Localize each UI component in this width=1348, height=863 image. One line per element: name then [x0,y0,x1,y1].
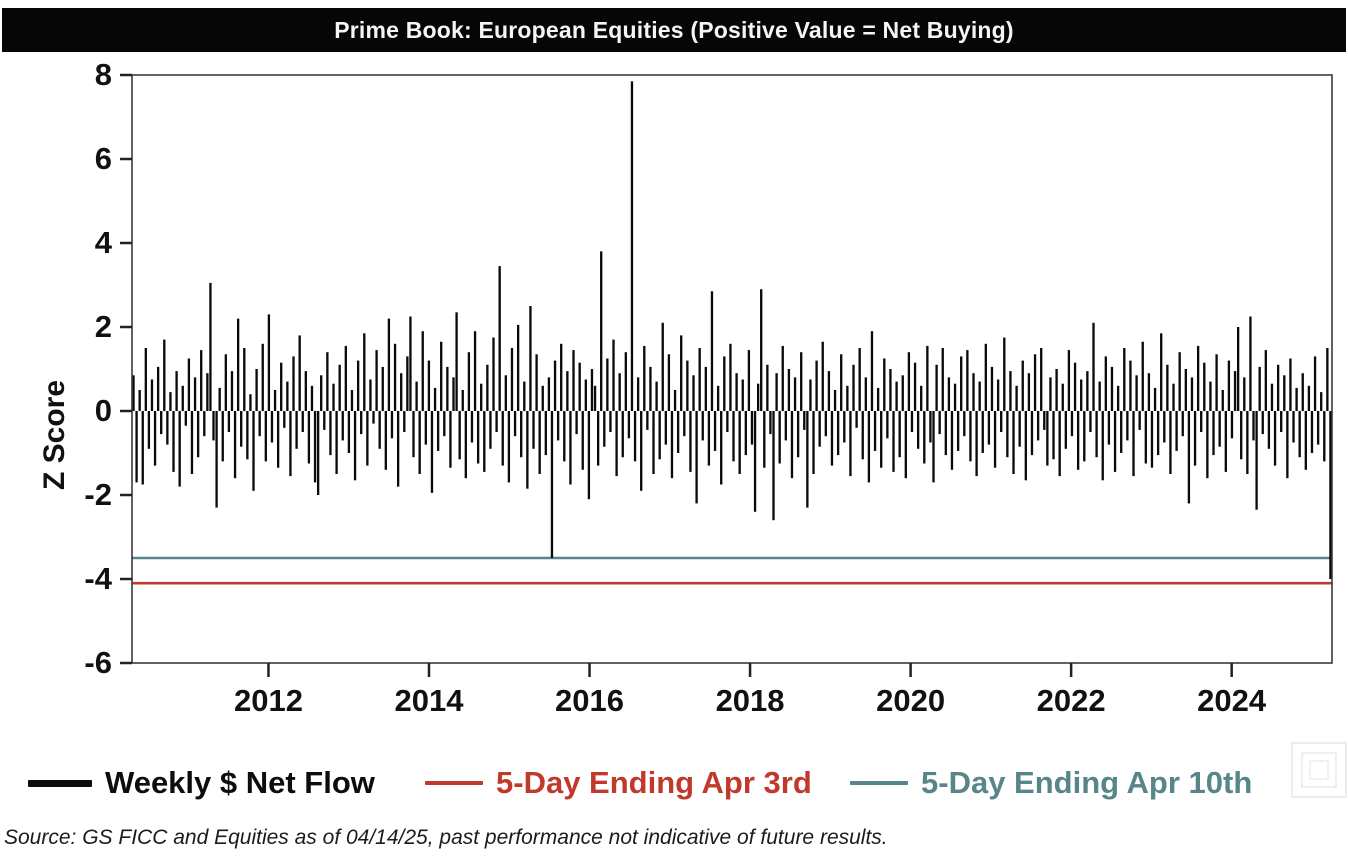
svg-text:6: 6 [95,141,112,176]
legend-swatch-black-line [28,779,92,787]
chart-title-bar: Prime Book: European Equities (Positive … [2,8,1346,52]
svg-text:2024: 2024 [1197,683,1267,718]
svg-text:2018: 2018 [716,683,785,718]
chart-title: Prime Book: European Equities (Positive … [334,16,1014,43]
svg-text:2012: 2012 [234,683,303,718]
y-axis: 8 6 4 2 0 -2 -4 -6 [84,57,132,680]
legend-item-5day-apr-10: 5-Day Ending Apr 10th [850,752,1252,814]
svg-text:-4: -4 [84,561,112,596]
svg-text:2020: 2020 [876,683,945,718]
legend-item-weekly-net-flow: Weekly $ Net Flow [28,752,375,814]
bar-chart-plot: 8 6 4 2 0 -2 -4 -6 2012 2014 2016 2018 2020 2022 2024 Z… [38,57,1333,718]
legend-label: 5-Day Ending Apr 10th [921,765,1253,800]
svg-text:8: 8 [95,57,112,92]
svg-text:2016: 2016 [555,683,624,718]
source-note: Source: GS FICC and Equities as of 04/14… [4,826,888,849]
svg-text:4: 4 [95,225,113,260]
x-axis: 2012 2014 2016 2018 2020 2022 2024 [234,663,1267,718]
svg-text:-6: -6 [84,645,112,680]
legend-label: Weekly $ Net Flow [105,765,375,800]
legend-swatch-teal-line [850,781,908,785]
legend-label: 5-Day Ending Apr 3rd [496,765,812,800]
svg-text:0: 0 [95,393,112,428]
svg-text:2014: 2014 [395,683,465,718]
watermark-icon [1291,742,1347,798]
weekly-net-flow-bars [132,81,1332,579]
y-axis-label: Z Score [38,380,71,490]
legend-item-5day-apr-3: 5-Day Ending Apr 3rd [425,752,812,814]
legend-swatch-red-line [425,781,483,785]
svg-text:2022: 2022 [1037,683,1106,718]
svg-text:2: 2 [95,309,112,344]
svg-text:-2: -2 [84,477,112,512]
plot-border [131,74,1333,664]
legend: Weekly $ Net Flow 5-Day Ending Apr 3rd 5… [0,752,1348,814]
reference-lines [132,556,1332,585]
